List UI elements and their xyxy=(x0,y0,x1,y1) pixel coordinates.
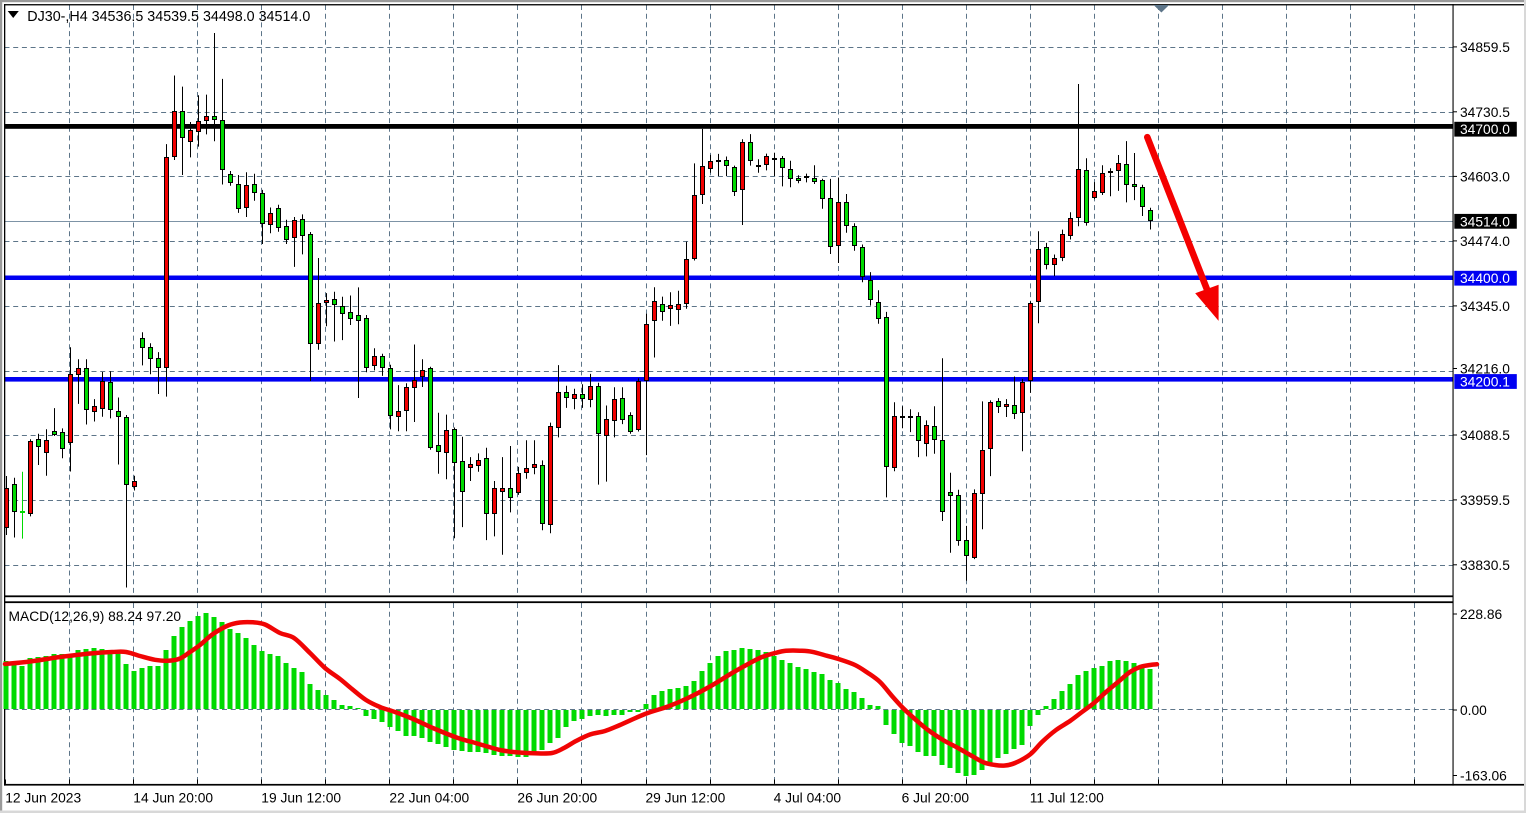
svg-text:34474.0: 34474.0 xyxy=(1460,234,1510,249)
svg-text:4 Jul 04:00: 4 Jul 04:00 xyxy=(774,790,842,805)
svg-text:-163.06: -163.06 xyxy=(1460,769,1507,784)
svg-text:0.00: 0.00 xyxy=(1460,703,1487,718)
svg-text:34730.5: 34730.5 xyxy=(1460,105,1510,120)
svg-text:34216.0: 34216.0 xyxy=(1460,362,1510,377)
svg-text:26 Jun 20:00: 26 Jun 20:00 xyxy=(517,790,597,805)
svg-text:34400.0: 34400.0 xyxy=(1460,271,1510,286)
svg-text:34514.0: 34514.0 xyxy=(1460,214,1510,229)
svg-text:DJ30-,H4 34536.5 34539.5 3449: DJ30-,H4 34536.5 34539.5 34498.0 34514.0 xyxy=(27,9,310,25)
svg-text:19 Jun 12:00: 19 Jun 12:00 xyxy=(261,790,341,805)
svg-text:14 Jun 20:00: 14 Jun 20:00 xyxy=(133,790,213,805)
svg-text:34200.1: 34200.1 xyxy=(1460,375,1510,390)
svg-text:34603.0: 34603.0 xyxy=(1460,169,1510,184)
svg-text:6 Jul 20:00: 6 Jul 20:00 xyxy=(902,790,970,805)
svg-text:33830.5: 33830.5 xyxy=(1460,558,1510,573)
svg-text:12 Jun 2023: 12 Jun 2023 xyxy=(5,790,81,805)
svg-text:MACD(12,26,9) 88.24 97.20: MACD(12,26,9) 88.24 97.20 xyxy=(9,609,182,624)
svg-text:34345.0: 34345.0 xyxy=(1460,299,1510,314)
svg-text:34859.5: 34859.5 xyxy=(1460,40,1510,55)
svg-text:34088.5: 34088.5 xyxy=(1460,428,1510,443)
svg-text:29 Jun 12:00: 29 Jun 12:00 xyxy=(646,790,726,805)
svg-text:22 Jun 04:00: 22 Jun 04:00 xyxy=(389,790,469,805)
svg-text:33959.5: 33959.5 xyxy=(1460,493,1510,508)
svg-text:34700.0: 34700.0 xyxy=(1460,122,1510,137)
svg-text:228.86: 228.86 xyxy=(1460,607,1503,622)
svg-text:11 Jul 12:00: 11 Jul 12:00 xyxy=(1030,790,1104,805)
